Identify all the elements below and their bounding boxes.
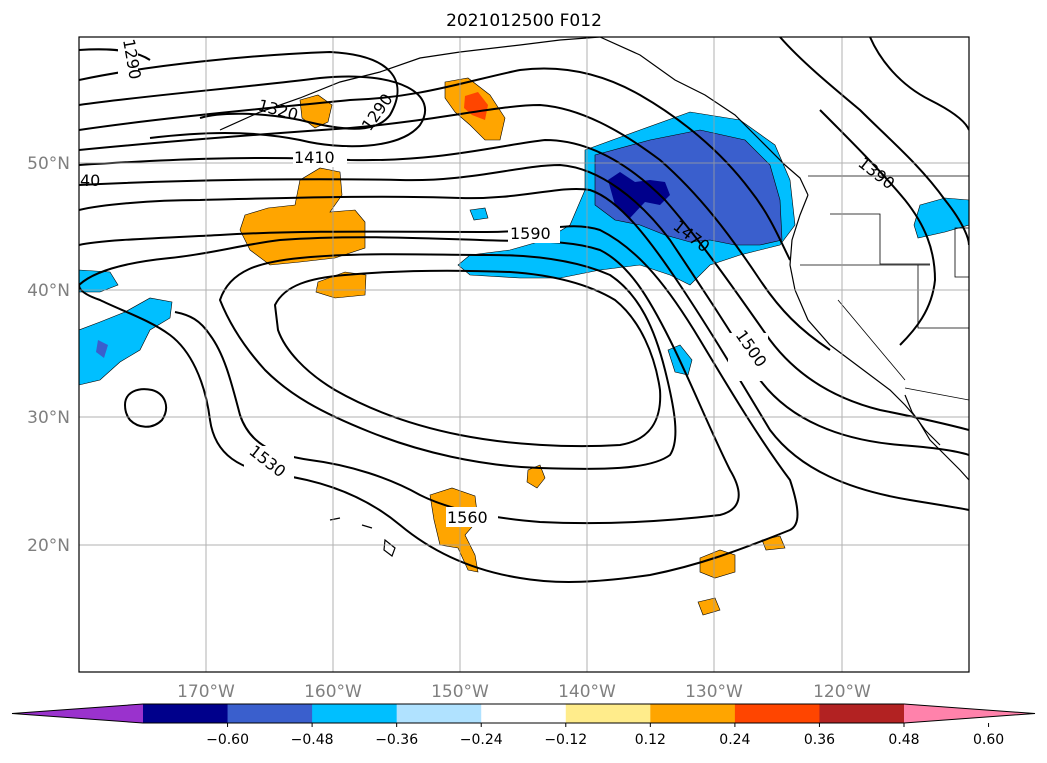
state-border-3 (917, 265, 969, 329)
coastlines (219, 37, 969, 557)
orange-spot-south-2 (699, 549, 736, 579)
contour-label: 1560 (447, 508, 488, 527)
colorbar-extend-low (12, 704, 143, 723)
contour-label-bg (244, 446, 294, 488)
british-columbia-coastline (599, 37, 809, 196)
blue-spot-small (469, 207, 489, 221)
state-border-4 (837, 299, 906, 381)
lat-label-40N: 40°N (27, 281, 70, 301)
colorbar-segment (819, 704, 905, 723)
colorbar-tick-label: 0.12 (635, 732, 666, 748)
contour-1440 (79, 163, 969, 456)
contour-1590 (273, 269, 662, 448)
contour-1380 (79, 103, 831, 351)
colorbar-tick-label: −0.48 (291, 732, 334, 748)
colorbar-tick-label: −0.24 (460, 732, 503, 748)
lon-label-120W: 120°W (813, 682, 871, 702)
mexico-border (904, 387, 969, 401)
orange-spot-central (315, 271, 367, 299)
contour-1470 (79, 187, 969, 511)
colorbar: −0.60 −0.48 −0.36 −0.24 −0.12 0.12 0.24 0.36 0.4… (11, 703, 1036, 748)
longitude-labels: 170°W 160°W 150°W 140°W 130°W 120°W (177, 682, 871, 702)
contour-label-bg (446, 507, 498, 527)
colorbar-tick-label: −0.12 (544, 732, 587, 748)
colorbar-segment (312, 704, 398, 723)
contour-1560 (218, 253, 677, 470)
colorbar-tick-label: 0.24 (719, 732, 750, 748)
colorbar-segment (650, 704, 736, 723)
contour-label: 1410 (294, 148, 335, 167)
contour-label-bg (293, 147, 347, 167)
colorbar-extend-high (904, 704, 1035, 723)
navy-region-northeast-pacific (608, 172, 670, 218)
orange-spot-south-1 (526, 464, 546, 489)
colorbar-tick-label: −0.60 (206, 732, 249, 748)
contour-label-bg (728, 333, 768, 381)
colorbar-segment (227, 704, 313, 723)
contour-1390-east (819, 109, 937, 346)
contour-label-bg (508, 223, 560, 243)
colorbar-outline (11, 703, 1036, 724)
contour-1500 (79, 225, 799, 583)
colorbar-tick-label: 0.60 (973, 732, 1004, 748)
mid-blue-spot-west (96, 340, 108, 358)
map-background (79, 37, 969, 672)
contour-1470-east (869, 37, 969, 131)
contour-label-bg (118, 40, 138, 86)
map-panel: 1290 1320 1290 1410 1590 1470 1500 1390 … (78, 36, 970, 673)
colorbar-tick-label: 0.48 (888, 732, 919, 748)
figure-title: 2021012500 F012 (446, 11, 602, 31)
political-borders (800, 175, 969, 401)
map-frame (78, 36, 970, 673)
baja-coastline (904, 394, 941, 446)
lat-label-50N: 50°N (27, 154, 70, 174)
colorbar-segment (565, 704, 651, 723)
latitude-labels: 50°N 40°N 30°N 20°N (27, 154, 70, 556)
contour-label: 1590 (510, 224, 551, 243)
contour-1290-north (79, 50, 399, 130)
contour-east-2 (779, 37, 969, 246)
contour-1350 (79, 67, 791, 261)
contour-small-ring (123, 388, 168, 428)
map-gridlines (79, 37, 969, 672)
alaska-coastline (219, 37, 601, 131)
lon-label-150W: 150°W (431, 682, 489, 702)
colorbar-segment (396, 704, 482, 723)
lon-label-140W: 140°W (558, 682, 616, 702)
west-coast-us (789, 194, 969, 481)
colorbar-segment (481, 704, 567, 723)
lon-label-130W: 130°W (685, 682, 743, 702)
lon-label-160W: 160°W (304, 682, 362, 702)
colorbar-tick-label: −0.36 (375, 732, 418, 748)
colorbar-segment (143, 704, 229, 723)
colorbar-segment (734, 704, 820, 723)
lon-label-170W: 170°W (177, 682, 235, 702)
lat-label-30N: 30°N (27, 408, 70, 428)
state-border-1 (830, 213, 930, 265)
lat-label-20N: 20°N (27, 536, 70, 556)
colorbar-tick-label: 0.36 (804, 732, 835, 748)
blue-region-west-pacific (79, 297, 173, 386)
contour-label: 40 (80, 171, 100, 190)
